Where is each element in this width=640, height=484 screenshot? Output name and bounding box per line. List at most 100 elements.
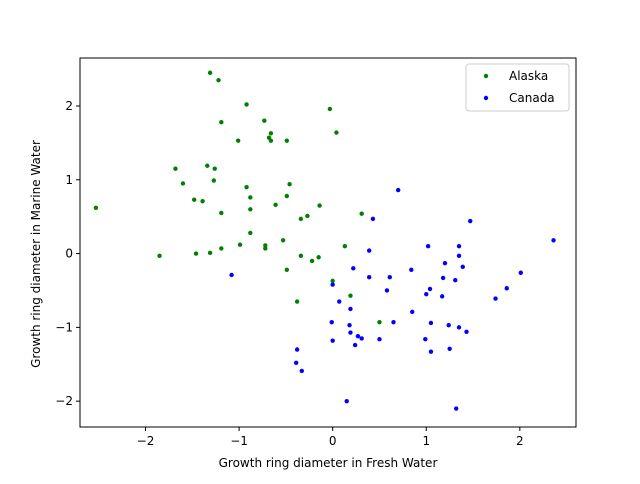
plot-frame: [79, 57, 577, 428]
point-alaska-46: [348, 293, 353, 298]
point-alaska-28: [268, 138, 274, 143]
point-canada-34: [442, 260, 448, 266]
point-canada-9: [347, 322, 352, 328]
x-tick-label-4: 2: [516, 434, 524, 448]
point-canada-30: [428, 320, 434, 326]
point-alaska-48: [377, 320, 382, 325]
point-alaska-5: [193, 251, 199, 256]
point-alaska-44: [334, 130, 339, 135]
point-alaska-41: [316, 255, 321, 260]
legend-label-alaska: Alaska: [509, 69, 548, 83]
point-alaska-9: [207, 250, 213, 256]
point-alaska-3: [180, 181, 186, 186]
point-alaska-22: [248, 230, 253, 236]
point-canada-25: [410, 309, 415, 315]
point-canada-26: [423, 336, 428, 342]
point-canada-14: [355, 334, 361, 339]
x-tick-label-0: −2: [137, 434, 155, 448]
point-alaska-45: [342, 243, 348, 249]
point-canada-36: [447, 346, 452, 351]
y-tick-label-0: −2: [55, 394, 73, 408]
x-axis-label: Growth ring diameter in Fresh Water: [219, 456, 438, 470]
point-canada-48: [551, 238, 556, 243]
point-canada-38: [454, 406, 459, 411]
point-canada-45: [493, 296, 498, 301]
point-canada-16: [366, 248, 372, 253]
point-alaska-12: [216, 77, 221, 83]
point-alaska-33: [284, 267, 290, 273]
point-alaska-35: [294, 299, 300, 304]
point-alaska-19: [244, 184, 249, 190]
point-alaska-16: [235, 138, 241, 143]
point-canada-11: [348, 330, 353, 335]
point-canada-35: [446, 322, 451, 328]
point-alaska-29: [273, 202, 278, 208]
point-canada-12: [351, 266, 356, 271]
point-canada-44: [468, 218, 473, 224]
point-alaska-8: [207, 70, 213, 75]
point-canada-23: [395, 187, 401, 193]
point-canada-7: [337, 299, 342, 304]
point-alaska-21: [248, 207, 253, 212]
point-alaska-14: [219, 210, 224, 216]
point-alaska-31: [284, 138, 290, 143]
point-alaska-39: [309, 258, 315, 264]
point-canada-31: [428, 349, 434, 354]
legend-label-canada: Canada: [509, 91, 555, 105]
point-alaska-17: [237, 242, 243, 247]
point-alaska-38: [305, 213, 310, 219]
point-alaska-2: [173, 166, 178, 171]
y-tick-label-2: 0: [65, 247, 73, 261]
point-canada-21: [387, 274, 392, 280]
point-alaska-37: [298, 253, 304, 258]
legend: Alaska Canada: [465, 63, 570, 112]
y-tick-label-1: −1: [55, 320, 73, 334]
point-alaska-11: [212, 166, 217, 171]
x-tick-label-2: 0: [329, 434, 337, 448]
point-canada-2: [293, 360, 299, 365]
y-tick-label-3: 1: [65, 173, 73, 187]
point-alaska-32: [284, 193, 290, 199]
point-canada-39: [456, 243, 462, 249]
point-alaska-34: [287, 182, 292, 187]
point-canada-10: [348, 306, 353, 312]
point-canada-46: [504, 286, 509, 291]
legend-marker-alaska: [483, 73, 489, 79]
point-alaska-18: [244, 102, 249, 107]
legend-marker-canada: [483, 95, 489, 101]
point-canada-8: [344, 398, 349, 404]
point-canada-33: [440, 275, 446, 281]
legend-box: [465, 63, 570, 112]
point-canada-24: [409, 267, 414, 273]
point-alaska-23: [262, 118, 267, 123]
point-canada-43: [464, 329, 469, 334]
point-canada-27: [424, 291, 429, 297]
point-alaska-27: [268, 131, 274, 136]
point-canada-41: [456, 325, 462, 330]
point-canada-37: [453, 277, 458, 283]
point-alaska-7: [205, 163, 210, 168]
y-axis-label: Growth ring diameter in Marine Water: [29, 140, 43, 368]
point-canada-29: [427, 286, 433, 292]
point-canada-18: [370, 216, 376, 222]
point-canada-19: [377, 336, 382, 342]
point-alaska-6: [200, 198, 205, 204]
point-canada-17: [366, 274, 372, 280]
point-alaska-36: [298, 216, 304, 222]
point-alaska-43: [330, 278, 335, 284]
point-alaska-42: [327, 106, 333, 112]
point-canada-15: [359, 336, 364, 341]
point-canada-47: [518, 270, 523, 275]
point-alaska-15: [219, 246, 224, 251]
point-canada-5: [330, 338, 335, 343]
point-alaska-13: [219, 120, 224, 125]
point-canada-32: [439, 294, 445, 299]
x-tick-label-3: 1: [422, 434, 430, 448]
x-tick-label-1: −1: [230, 434, 248, 448]
point-alaska-10: [211, 178, 217, 183]
point-canada-40: [456, 253, 462, 258]
points-layer: [93, 70, 556, 411]
point-canada-20: [384, 288, 390, 293]
